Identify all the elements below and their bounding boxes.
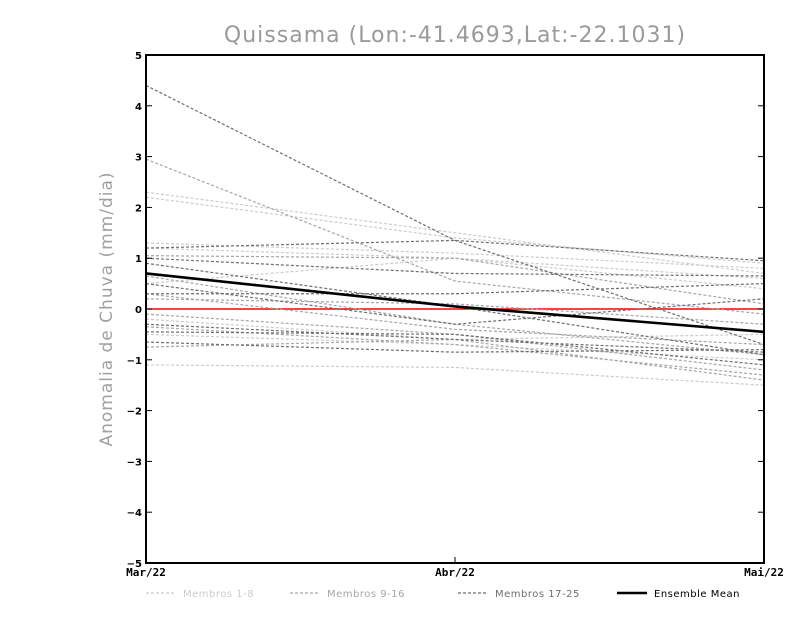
y-tick-label: 2 [135,203,142,214]
member-line-2-2 [145,255,765,305]
legend-label-2: Membros 9-16 [327,589,405,600]
ensemble-mean-line [145,272,765,334]
member-line-2-7 [145,338,765,381]
member-line-3-4 [146,283,765,295]
y-tick-label: −1 [127,356,142,367]
member-line-1-1 [145,191,765,275]
chart-title: Quissama (Lon:-41.4693,Lat:-22.1031) [224,23,686,48]
y-tick-label: −2 [127,407,142,418]
legend: Membros 1-8 Membros 9-16 Membros 17-25 Ense… [146,589,740,600]
ensemble-mean-layer [145,272,765,334]
member-line-2-8 [145,298,765,325]
member-line-1-6 [145,318,765,341]
member-line-1-5 [145,257,765,290]
member-line-1-3 [145,242,765,269]
member-line-1-2 [145,196,765,264]
legend-label-1: Membros 1-8 [183,589,254,600]
member-line-2-5 [145,313,765,371]
member-line-3-7 [145,323,765,353]
member-line-2-4 [145,293,765,346]
member-line-2-6 [145,326,765,376]
y-tick-label: −4 [127,508,142,519]
member-line-3-2 [145,239,765,262]
y-tick-label: −3 [127,457,142,468]
y-tick-label: −5 [127,559,142,570]
y-tick-label: 0 [135,305,142,316]
x-tick-label: Mar/22 [126,566,166,579]
y-tick-label: 3 [135,153,142,164]
member-line-3-9 [145,331,765,366]
member-line-3-8 [145,341,765,353]
y-tick-label: 1 [135,254,142,265]
member-line-3-1 [145,84,765,346]
x-tick-label: Mai/22 [744,566,784,579]
member-line-3-3 [145,257,765,277]
member-line-2-1 [145,158,765,315]
member-line-2-3 [145,275,765,356]
x-tick-label: Abr/22 [435,566,475,579]
member-line-1-4 [145,247,765,280]
member-line-1-8 [145,364,765,386]
legend-label-4: Ensemble Mean [654,589,740,600]
y-tick-label: 4 [135,102,142,113]
member-line-3-5 [145,283,765,325]
y-axis-label: Anomalia de Chuva (mm/dia) [97,171,117,446]
series-layer [145,84,765,386]
y-tick-label: 5 [135,51,142,62]
legend-label-3: Membros 17-25 [495,589,580,600]
